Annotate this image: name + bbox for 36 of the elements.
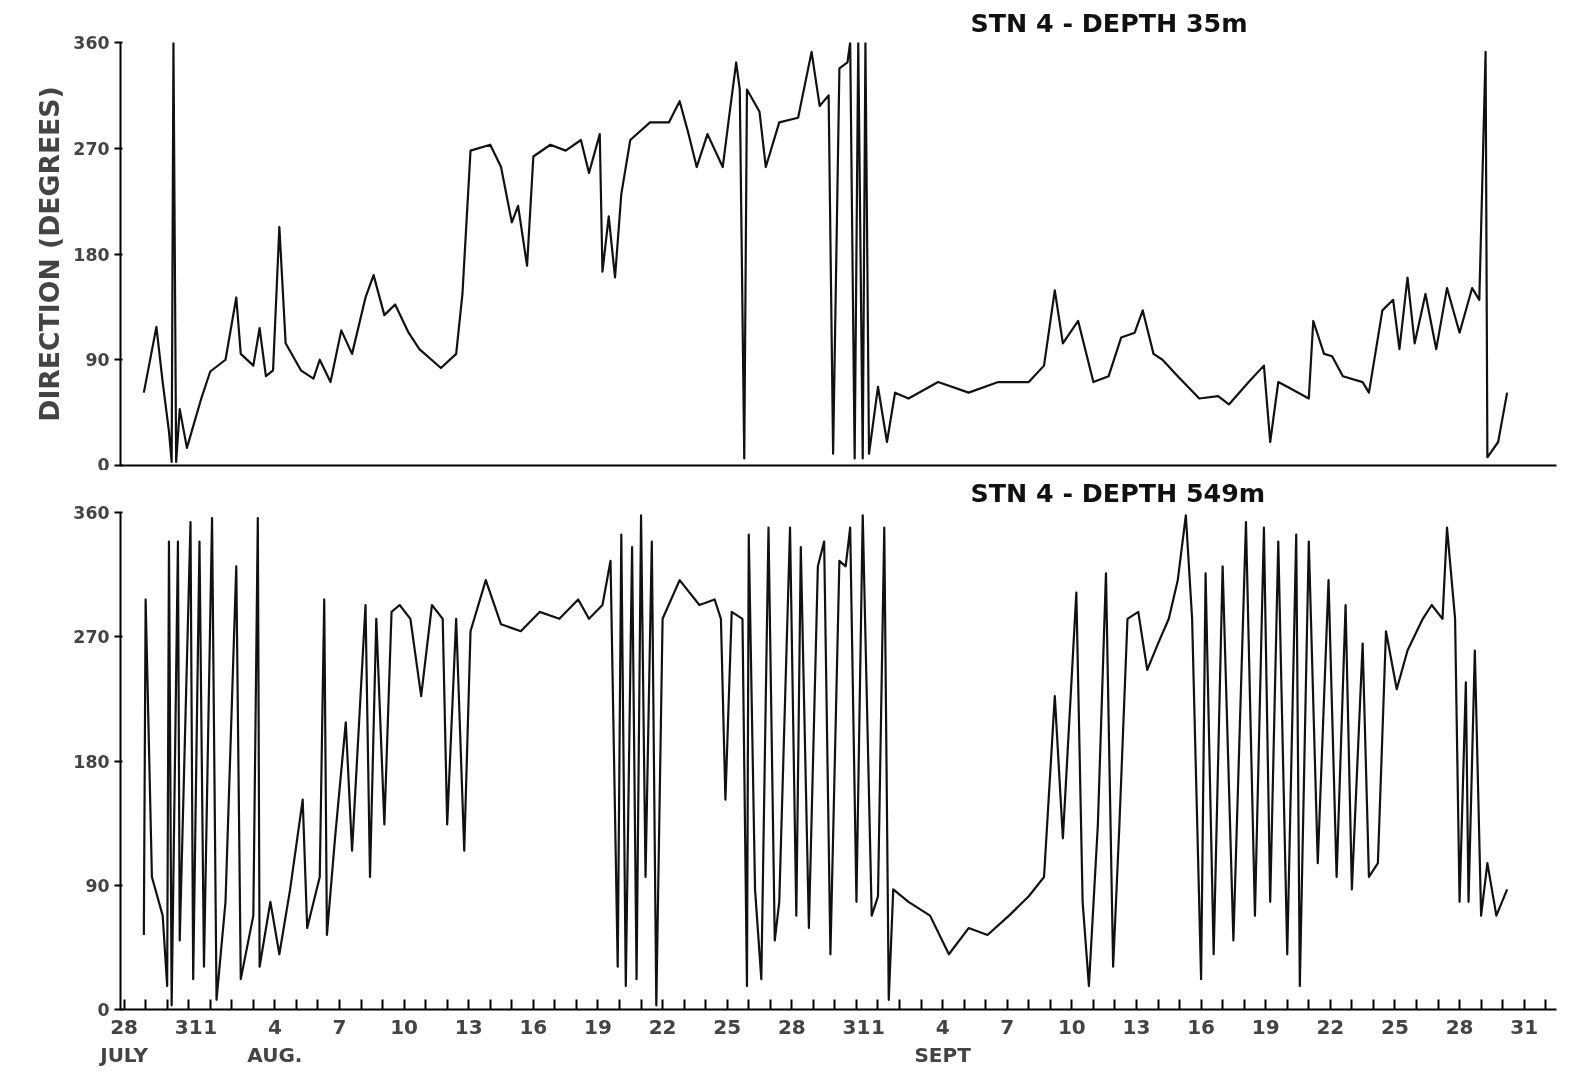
- x-tick-label: 1: [871, 1014, 885, 1039]
- y-tick-label: 270: [73, 627, 110, 648]
- x-tick-label: 31: [174, 1014, 203, 1039]
- x-tick-label: 13: [1122, 1014, 1151, 1039]
- x-tick-label: 25: [713, 1014, 742, 1039]
- x-tick-label: 19: [1251, 1014, 1280, 1039]
- chart-title: STN 4 - DEPTH 35m: [970, 7, 1248, 38]
- x-tick-label: 28: [777, 1014, 806, 1039]
- x-tick-label: 4 SEPT: [914, 1014, 972, 1068]
- x-tick-label: 7: [332, 1014, 347, 1039]
- y-tick-label: 180: [73, 751, 110, 772]
- x-tick-label: 13: [454, 1014, 483, 1039]
- chart-title: STN 4 - DEPTH 549m: [970, 477, 1266, 508]
- x-tick-label: 16: [1187, 1014, 1216, 1039]
- y-tick-label: 90: [85, 875, 110, 896]
- x-tick-label: 28: [1445, 1014, 1474, 1039]
- x-tick-label: 19: [584, 1014, 612, 1039]
- y-tick-label: 270: [73, 138, 110, 159]
- x-tick-label: 25: [1381, 1014, 1409, 1039]
- x-tick-label: 7: [1000, 1014, 1015, 1039]
- y-tick-label: 0: [97, 454, 110, 475]
- x-tick-label: 22: [1316, 1014, 1345, 1039]
- x-tick-label: 4 AUG.: [247, 1014, 303, 1068]
- x-tick-label: 10: [390, 1014, 419, 1039]
- y-tick-label: 360: [73, 503, 110, 523]
- x-tick-label: 31: [842, 1014, 871, 1039]
- y-axis-title: DIRECTION (DEGREES): [34, 86, 66, 422]
- y-tick-label: 360: [73, 33, 110, 53]
- y-tick-label: 90: [85, 350, 110, 371]
- x-tick-label: 1: [203, 1014, 218, 1039]
- x-tick-label: 31: [1510, 1014, 1539, 1039]
- x-tick-label: 22: [648, 1014, 677, 1039]
- y-tick-label: 180: [73, 244, 110, 265]
- x-tick-label: 16: [519, 1014, 548, 1039]
- y-tick-label: 0: [97, 1000, 110, 1020]
- x-tick-label: 10: [1057, 1014, 1086, 1039]
